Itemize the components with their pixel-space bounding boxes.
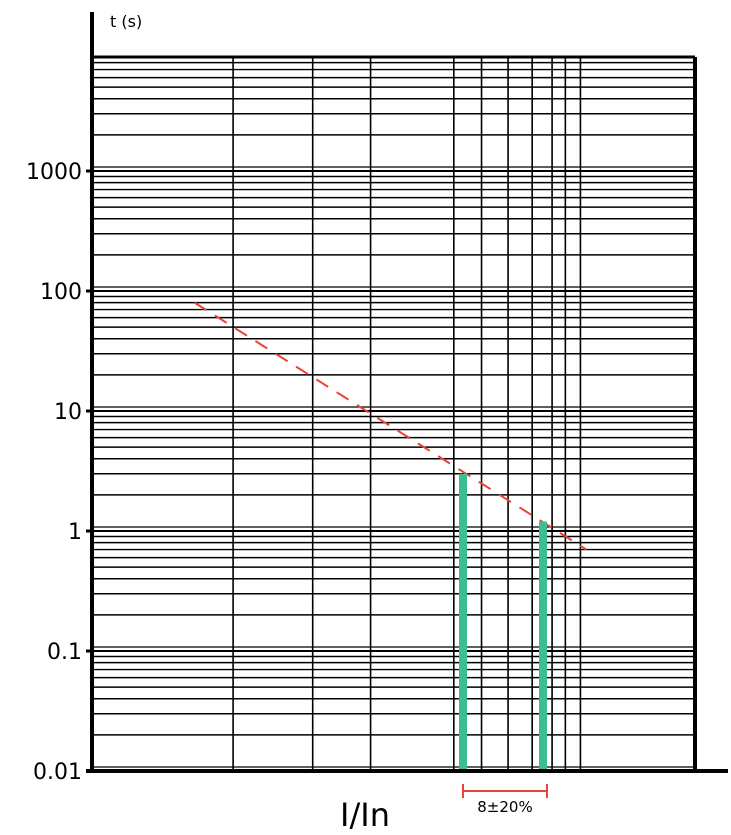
y-tick-label: 1 [68,520,82,545]
series-layer [193,301,587,551]
tolerance-label: 8±20% [477,798,532,816]
bars-layer [459,473,547,771]
dashed-trip-curve [193,301,587,551]
y-axis-title: t (s) [110,12,142,31]
y-tick-label: 100 [40,280,82,305]
axes [86,12,728,773]
annotations: 8±20% [462,784,548,816]
grid [92,55,696,772]
y-tick-label: 0.01 [33,760,82,785]
y-tick-label: 1000 [26,160,82,185]
y-tick-label: 10 [54,400,82,425]
tick-labels: 0.01 0.1 1 10 100 1000 [26,160,82,785]
x-axis-title: I/In [340,796,390,834]
y-tick-label: 0.1 [47,640,82,665]
